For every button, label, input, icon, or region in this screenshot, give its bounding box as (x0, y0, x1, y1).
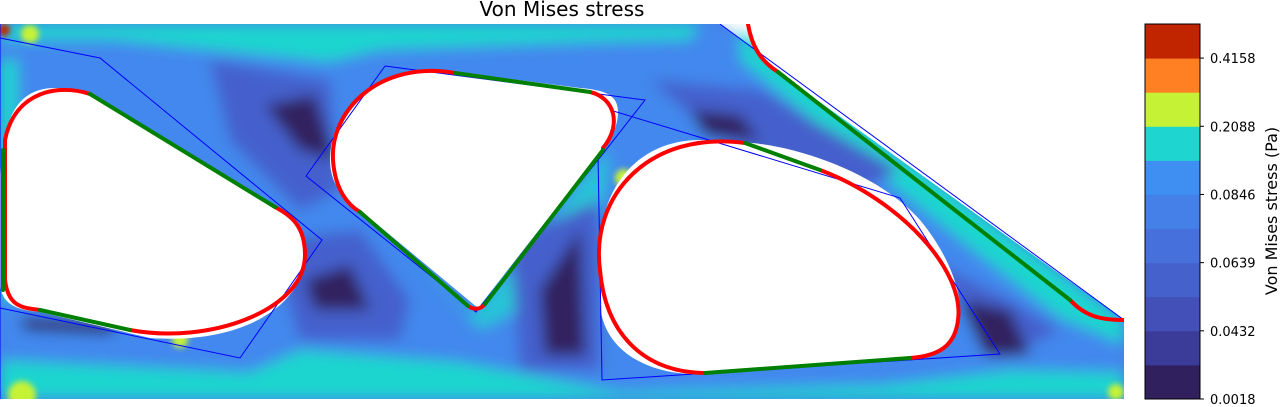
boundary-right-red (596, 139, 961, 375)
colorbar-bin (1145, 364, 1200, 400)
hotspot-yellow-5 (1108, 384, 1124, 399)
colorbar-tick-label: 0.0639 (1210, 257, 1256, 272)
colorbar-bin (1145, 126, 1200, 161)
colorbar-bin (1145, 194, 1200, 230)
boundary-middle-green (358, 71, 605, 308)
colorbar-bin (1145, 262, 1200, 298)
hotspot-red-1 (0, 24, 10, 36)
colorbar-bin (1145, 58, 1200, 93)
hotspot-yellow-4 (8, 381, 36, 399)
boundary-diagonal-green (776, 70, 1072, 302)
hole-middle (330, 72, 618, 308)
colorbar-bin (1145, 24, 1200, 59)
colorbar-tick-label: 0.0846 (1210, 188, 1256, 203)
colorbar-tick-label: 0.4158 (1210, 52, 1256, 67)
field-band-dark-3 (540, 230, 585, 355)
chart-title: Von Mises stress (480, 0, 645, 21)
hole-top-right (745, 24, 1124, 320)
boundary-left-green (1, 92, 277, 332)
colorbar-tick-label: 0.0432 (1210, 325, 1256, 340)
colorbar-bin (1145, 330, 1200, 366)
boundary-right-green (703, 141, 912, 375)
colorbar-tick-label: 0.2088 (1210, 120, 1256, 135)
colorbar-bin (1145, 296, 1200, 332)
field-band-dark-4 (690, 110, 760, 140)
field-band-cyan-top (0, 24, 700, 62)
colorbar-bin (1145, 160, 1200, 195)
hole-left (0, 88, 305, 339)
colorbar-frame (1144, 23, 1201, 400)
field-band-dark-1 (265, 95, 335, 160)
hole-boundaries (1, 24, 1124, 375)
field-band-dark-2 (305, 265, 370, 310)
stress-field (0, 24, 1124, 399)
colorbar-bin (1145, 228, 1200, 264)
field-band-cyan-bottom (0, 350, 1124, 399)
field-band-dark-5 (960, 300, 1030, 355)
boundary-diagonal-red (746, 24, 1124, 322)
colorbar-label: Von Mises stress (Pa) (1262, 127, 1281, 295)
colorbar-bin (1145, 92, 1200, 127)
field-band-mid-blue-4 (650, 80, 900, 190)
colorbar: 0.0018 0.0432 0.0639 0.0846 0.2088 0.4158 (1144, 23, 1256, 407)
hotspot-yellow-1 (21, 25, 39, 43)
colorbar-tick-label: 0.0018 (1210, 393, 1256, 407)
hole-right (600, 140, 960, 374)
boundary-left-red (3, 87, 308, 336)
